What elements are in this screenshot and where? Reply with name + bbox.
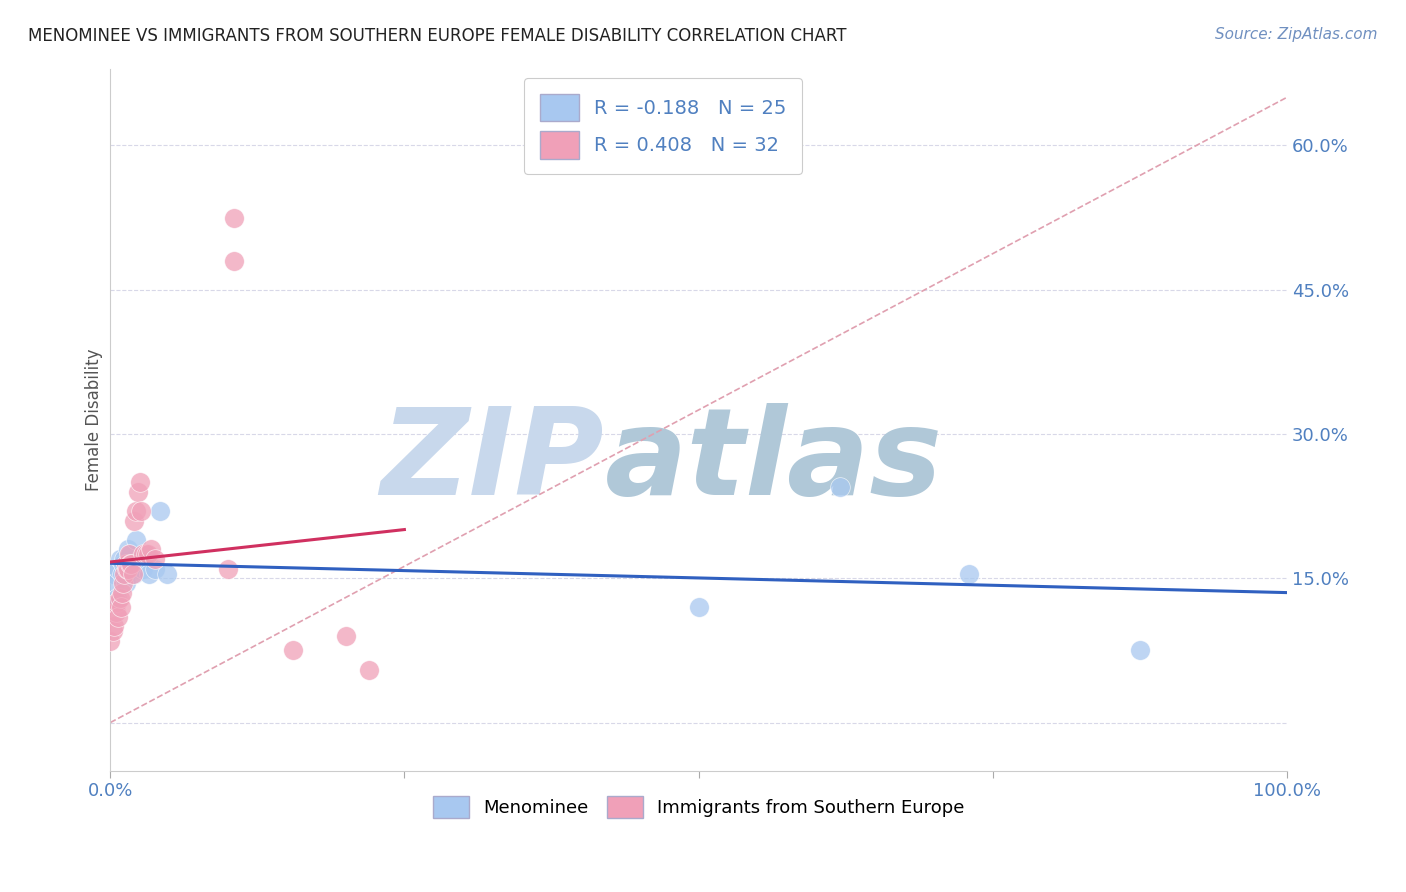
Point bbox=[1129, 643, 1152, 657]
Point bbox=[110, 600, 132, 615]
Point bbox=[828, 480, 851, 494]
Point bbox=[112, 566, 135, 581]
Point bbox=[101, 566, 124, 581]
Point bbox=[120, 562, 142, 576]
Point bbox=[222, 253, 245, 268]
Point bbox=[107, 562, 129, 576]
Point bbox=[132, 562, 155, 576]
Point bbox=[105, 605, 128, 619]
Point bbox=[143, 552, 166, 566]
Point bbox=[121, 566, 143, 581]
Text: MENOMINEE VS IMMIGRANTS FROM SOUTHERN EUROPE FEMALE DISABILITY CORRELATION CHART: MENOMINEE VS IMMIGRANTS FROM SOUTHERN EU… bbox=[28, 27, 846, 45]
Legend: Menominee, Immigrants from Southern Europe: Menominee, Immigrants from Southern Euro… bbox=[426, 789, 972, 825]
Point bbox=[135, 547, 157, 561]
Point bbox=[129, 504, 152, 518]
Text: ZIP: ZIP bbox=[381, 403, 605, 520]
Point bbox=[281, 643, 304, 657]
Point bbox=[138, 566, 160, 581]
Text: Source: ZipAtlas.com: Source: ZipAtlas.com bbox=[1215, 27, 1378, 42]
Point bbox=[117, 542, 139, 557]
Point bbox=[114, 576, 136, 591]
Point bbox=[125, 504, 148, 518]
Point bbox=[135, 547, 157, 561]
Point bbox=[120, 557, 142, 571]
Point bbox=[122, 514, 145, 528]
Point bbox=[105, 595, 128, 609]
Point bbox=[108, 591, 131, 605]
Point bbox=[957, 566, 980, 581]
Text: atlas: atlas bbox=[605, 403, 942, 520]
Point bbox=[141, 542, 163, 557]
Point bbox=[114, 557, 136, 571]
Point bbox=[115, 562, 138, 576]
Point bbox=[120, 547, 142, 561]
Point bbox=[688, 600, 710, 615]
Point bbox=[103, 619, 125, 633]
Point bbox=[125, 533, 148, 547]
Point bbox=[112, 576, 135, 591]
Point bbox=[112, 557, 135, 571]
Point bbox=[111, 566, 134, 581]
Point bbox=[217, 562, 239, 576]
Point bbox=[132, 547, 155, 561]
Point bbox=[128, 475, 150, 490]
Point bbox=[105, 591, 128, 605]
Point bbox=[112, 552, 135, 566]
Point bbox=[127, 484, 149, 499]
Y-axis label: Female Disability: Female Disability bbox=[86, 349, 103, 491]
Point bbox=[117, 562, 139, 576]
Point bbox=[149, 504, 172, 518]
Point bbox=[222, 211, 245, 225]
Point bbox=[118, 547, 141, 561]
Point bbox=[104, 576, 127, 591]
Point bbox=[120, 557, 142, 571]
Point bbox=[122, 566, 145, 581]
Point bbox=[136, 547, 159, 561]
Point bbox=[156, 566, 179, 581]
Point bbox=[143, 562, 166, 576]
Point bbox=[108, 552, 131, 566]
Point bbox=[359, 663, 381, 677]
Point bbox=[107, 609, 129, 624]
Point bbox=[335, 629, 357, 643]
Point bbox=[111, 586, 134, 600]
Point bbox=[128, 552, 150, 566]
Point bbox=[98, 633, 121, 648]
Point bbox=[101, 624, 124, 639]
